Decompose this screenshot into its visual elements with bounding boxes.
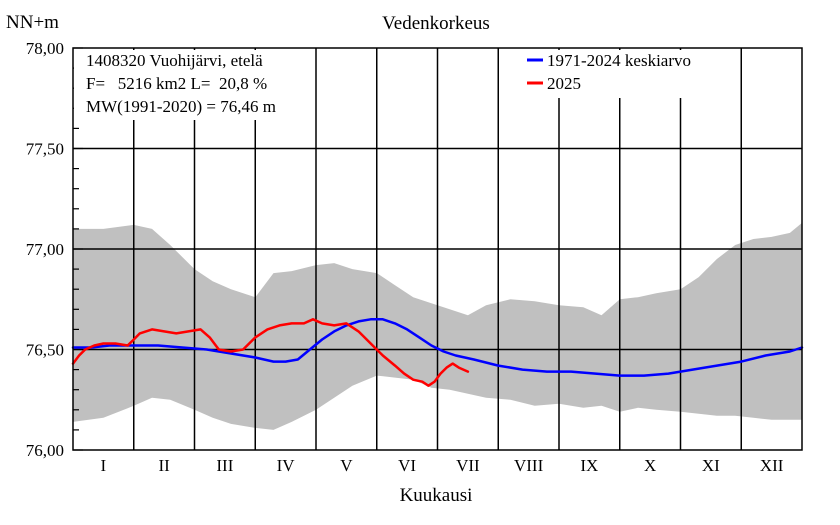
info-line-1: 1408320 Vuohijärvi, etelä xyxy=(86,51,263,70)
month-label: III xyxy=(216,456,233,475)
y-tick-label: 78,00 xyxy=(26,39,64,58)
month-label: II xyxy=(158,456,170,475)
chart-title: Vedenkorkeus xyxy=(382,13,490,34)
month-label: VI xyxy=(398,456,416,475)
plot-frame xyxy=(72,47,803,451)
month-label: VII xyxy=(456,456,480,475)
y-tick-label: 77,50 xyxy=(26,140,64,159)
month-label: IX xyxy=(580,456,598,475)
month-label: X xyxy=(644,456,656,475)
month-label: V xyxy=(340,456,353,475)
info-line-2: F= 5216 km2 L= 20,8 % xyxy=(86,74,267,93)
info-box-bg xyxy=(74,50,264,120)
legend-bg xyxy=(520,50,740,98)
month-label: XII xyxy=(760,456,784,475)
legend-label: 2025 xyxy=(547,74,581,93)
month-label: IV xyxy=(277,456,296,475)
month-label: VIII xyxy=(514,456,544,475)
y-tick-label: 76,50 xyxy=(26,341,64,360)
average-series-line xyxy=(71,318,804,377)
y-axis-label: NN+m xyxy=(6,12,59,33)
year-2025-series-line xyxy=(71,318,470,387)
legend: 1971-2024 keskiarvo 2025 xyxy=(520,50,740,98)
x-axis-label: Kuukausi xyxy=(400,485,473,506)
y-tick-label: 77,00 xyxy=(26,240,64,259)
y-tick-label: 76,00 xyxy=(26,441,64,460)
legend-label: 1971-2024 keskiarvo xyxy=(547,51,691,70)
month-label: XI xyxy=(702,456,720,475)
month-label: I xyxy=(101,456,107,475)
info-line-3: MW(1991-2020) = 76,46 m xyxy=(86,97,276,116)
